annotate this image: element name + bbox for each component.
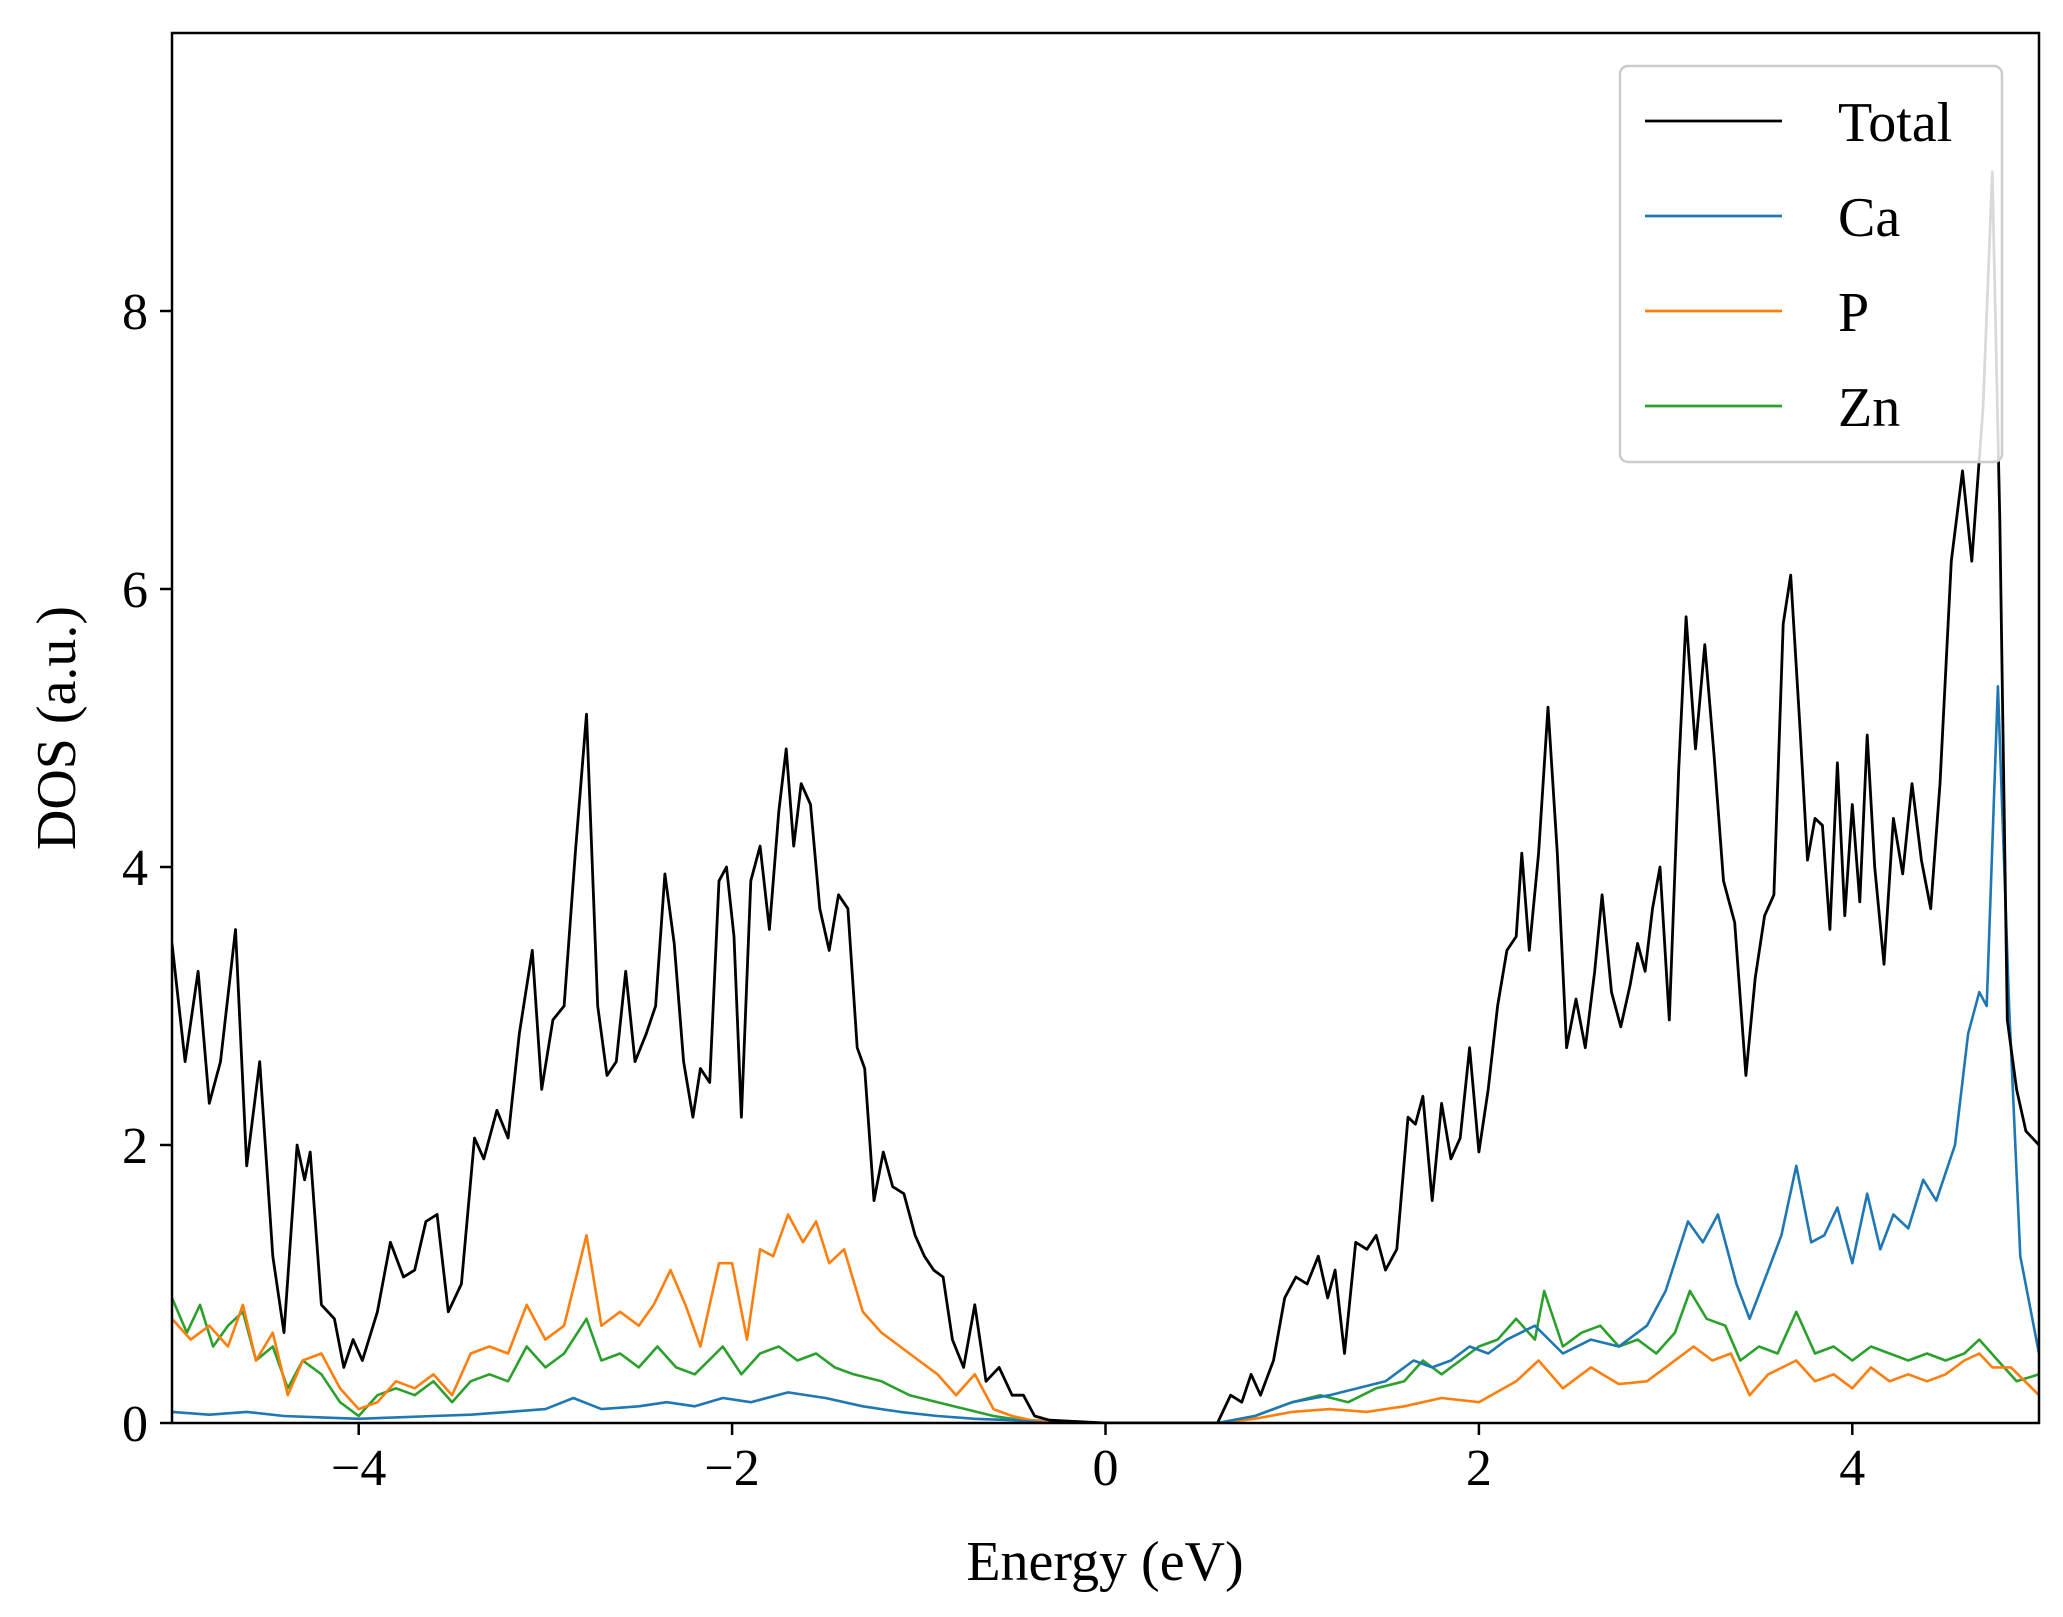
x-tick-label: −2	[704, 1440, 759, 1497]
legend-box	[1618, 64, 2004, 464]
legend: Total Ca P Zn	[1618, 64, 2004, 464]
y-tick-label: 0	[122, 1396, 148, 1453]
x-tick-label: 2	[1466, 1440, 1492, 1497]
legend-label-ca: Ca	[1838, 187, 1900, 249]
y-axis-title: DOS (a.u.)	[26, 606, 88, 850]
x-tick-label: −4	[331, 1440, 386, 1497]
legend-label-zn: Zn	[1838, 377, 1900, 439]
y-axis-ticks: 0 2 4 6 8	[122, 284, 172, 1453]
x-axis-title: Energy (eV)	[966, 1531, 1243, 1593]
series-line-total	[172, 170, 2039, 1423]
y-tick-label: 2	[122, 1118, 148, 1175]
series-line-zn	[172, 1289, 2039, 1423]
legend-label-total: Total	[1838, 92, 1952, 154]
y-tick-label: 6	[122, 562, 148, 619]
series-line-ca	[172, 685, 2039, 1423]
x-tick-label: 4	[1839, 1440, 1865, 1497]
y-tick-label: 8	[122, 284, 148, 341]
series-group	[172, 170, 2039, 1423]
x-axis-ticks: −4 −2 0 2 4	[331, 1423, 1865, 1497]
y-tick-label: 4	[122, 840, 148, 897]
legend-label-p: P	[1838, 282, 1869, 344]
series-line-p	[172, 1213, 2039, 1423]
x-tick-label: 0	[1093, 1440, 1119, 1497]
